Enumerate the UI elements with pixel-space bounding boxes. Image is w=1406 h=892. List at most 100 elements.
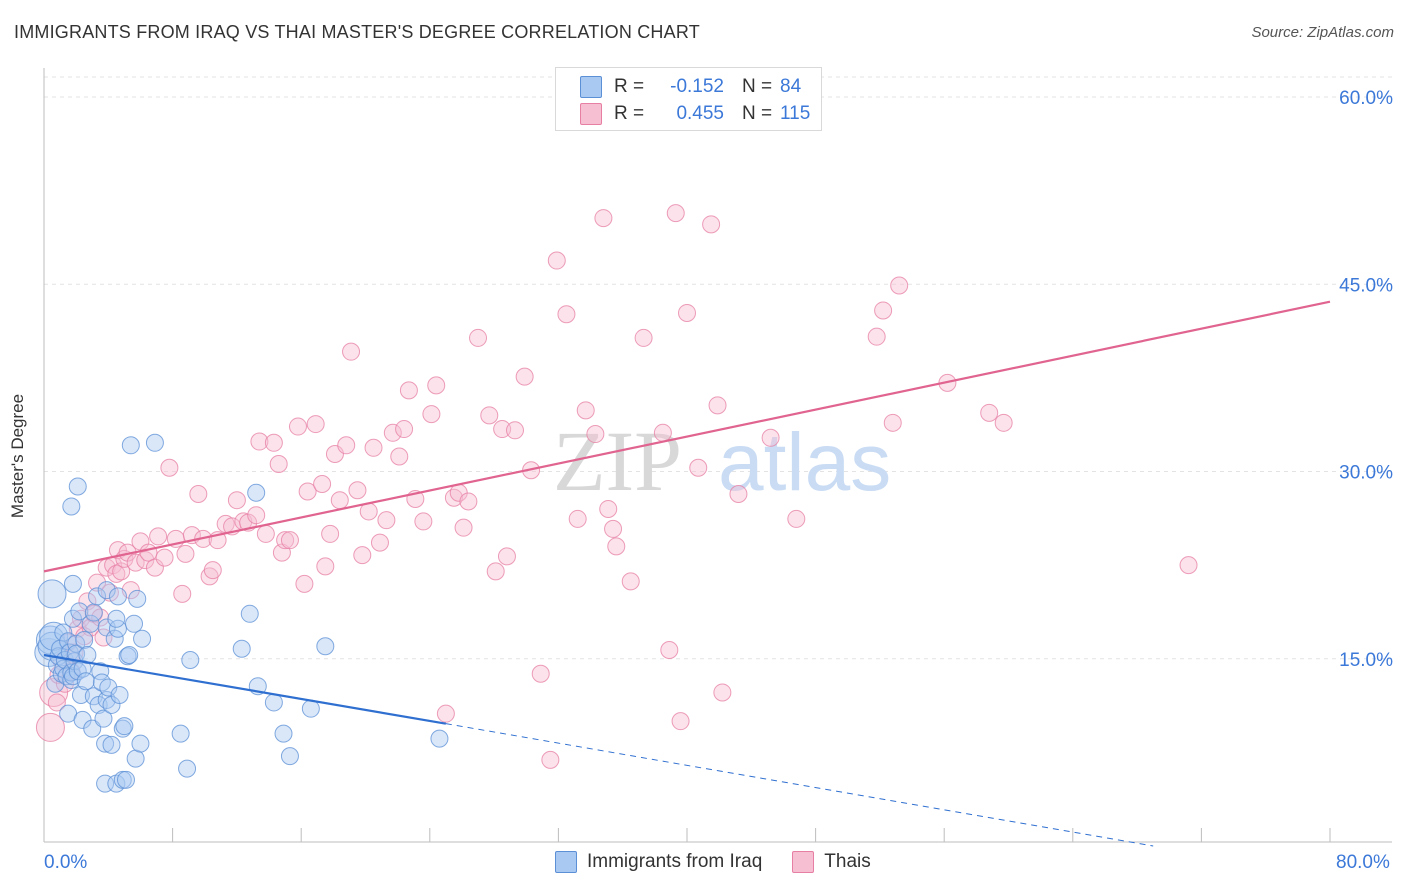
- thai-point: [316, 557, 335, 576]
- axes: [43, 68, 1392, 843]
- thai-point: [890, 276, 909, 295]
- legend-swatch-thai: [580, 103, 602, 125]
- legend-n-value: 115: [780, 103, 811, 124]
- iraq-point: [128, 589, 147, 608]
- iraq-point: [54, 623, 73, 642]
- iraq-point: [121, 436, 140, 455]
- thai-point: [541, 750, 560, 769]
- iraq-point: [133, 629, 152, 648]
- iraq-point: [83, 719, 102, 738]
- iraq-point: [171, 724, 190, 743]
- thai-point: [337, 436, 356, 455]
- chart-title: IMMIGRANTS FROM IRAQ VS THAI MASTER'S DE…: [14, 22, 700, 42]
- series-swatch-thai: [792, 851, 815, 873]
- iraq-point: [88, 587, 107, 606]
- thai-point: [678, 303, 696, 322]
- series-label-thai: Thais: [824, 851, 871, 872]
- thai-point: [708, 396, 727, 415]
- iraq-trend-line: [43, 653, 447, 725]
- x-tick-min: 0.0%: [44, 852, 88, 873]
- iraq-point: [430, 729, 449, 748]
- thai-point: [377, 511, 396, 530]
- iraq-point: [71, 685, 90, 704]
- thai-point: [295, 574, 314, 593]
- legend-r-label: R =: [614, 103, 645, 124]
- series-label-iraq: Immigrants from Iraq: [587, 851, 763, 872]
- thai-point: [713, 683, 732, 702]
- thai-point: [547, 251, 566, 270]
- iraq-point: [126, 749, 145, 768]
- thai-point: [444, 488, 463, 507]
- legend-n-label: N =: [742, 76, 773, 97]
- thai-point: [390, 447, 409, 466]
- trend-lines: [43, 300, 1331, 847]
- thai-point: [505, 421, 524, 440]
- iraq-point: [178, 759, 197, 778]
- correlation-legend: R = -0.152 N = 84 R = 0.455 N = 115: [555, 67, 822, 131]
- legend-row-thai: R = 0.455 N = 115: [580, 102, 810, 126]
- source-credit: Source: ZipAtlas.com: [1251, 24, 1394, 41]
- iraq-point: [107, 609, 126, 628]
- series-legend-thai[interactable]: Thais: [792, 851, 871, 873]
- thai-point: [155, 548, 174, 567]
- thai-point: [689, 458, 708, 477]
- thai-point: [364, 438, 383, 457]
- thai-point: [1179, 556, 1198, 575]
- thai-point: [173, 584, 192, 603]
- thai-point: [269, 455, 288, 474]
- thai-point: [306, 415, 325, 434]
- thai-point: [139, 543, 158, 562]
- thai-point: [247, 506, 266, 525]
- thai-point: [47, 693, 66, 712]
- thai-point: [330, 491, 349, 510]
- thai-point: [414, 512, 433, 531]
- iraq-point: [274, 724, 293, 743]
- iraq-point: [181, 650, 200, 669]
- iraq-point: [131, 734, 150, 753]
- thai-point: [383, 423, 402, 442]
- thai-point: [256, 524, 275, 543]
- thai-point: [480, 406, 499, 425]
- thai-point: [88, 573, 107, 592]
- thai-point: [599, 499, 618, 518]
- thai-point: [666, 204, 685, 223]
- thai-point: [427, 376, 446, 395]
- thai-point: [459, 492, 478, 511]
- thai-point: [353, 546, 372, 565]
- thai-point: [586, 425, 605, 444]
- y-tick-label-1: 30.0%: [1339, 463, 1393, 484]
- y-tick-label-2: 45.0%: [1339, 275, 1393, 296]
- series-legend-iraq[interactable]: Immigrants from Iraq: [555, 851, 762, 873]
- legend-r-value: 0.455: [676, 103, 724, 124]
- thai-point: [469, 328, 488, 347]
- legend-r-label: R =: [614, 76, 645, 97]
- iraq-point: [75, 631, 94, 650]
- thai-point: [189, 484, 208, 503]
- legend-n-value: 84: [780, 76, 802, 97]
- iraq-point: [301, 699, 320, 718]
- iraq-point: [115, 717, 134, 736]
- thai-point: [35, 712, 65, 742]
- thai-point: [604, 519, 623, 538]
- iraq-point: [37, 579, 67, 609]
- iraq-point: [125, 614, 144, 633]
- thai-point: [594, 209, 613, 228]
- thai-trend-line: [43, 300, 1331, 573]
- thai-point: [176, 544, 195, 563]
- iraq-point: [63, 609, 82, 628]
- iraq-point: [84, 603, 103, 622]
- thai-point: [883, 413, 902, 432]
- x-tick-max: 80.0%: [1336, 852, 1390, 873]
- iraq-point: [39, 621, 69, 651]
- thai-point: [867, 327, 886, 346]
- iraq-point: [62, 497, 81, 516]
- iraq-point: [120, 646, 139, 665]
- series-legend: Immigrants from Iraq Thais: [555, 851, 901, 873]
- thai-point: [660, 641, 679, 660]
- thai-point: [313, 474, 332, 493]
- thai-point: [874, 301, 893, 320]
- legend-r-value: -0.152: [670, 76, 724, 97]
- thai-point: [149, 527, 168, 546]
- thai-point: [621, 572, 640, 591]
- thai-point: [497, 547, 516, 566]
